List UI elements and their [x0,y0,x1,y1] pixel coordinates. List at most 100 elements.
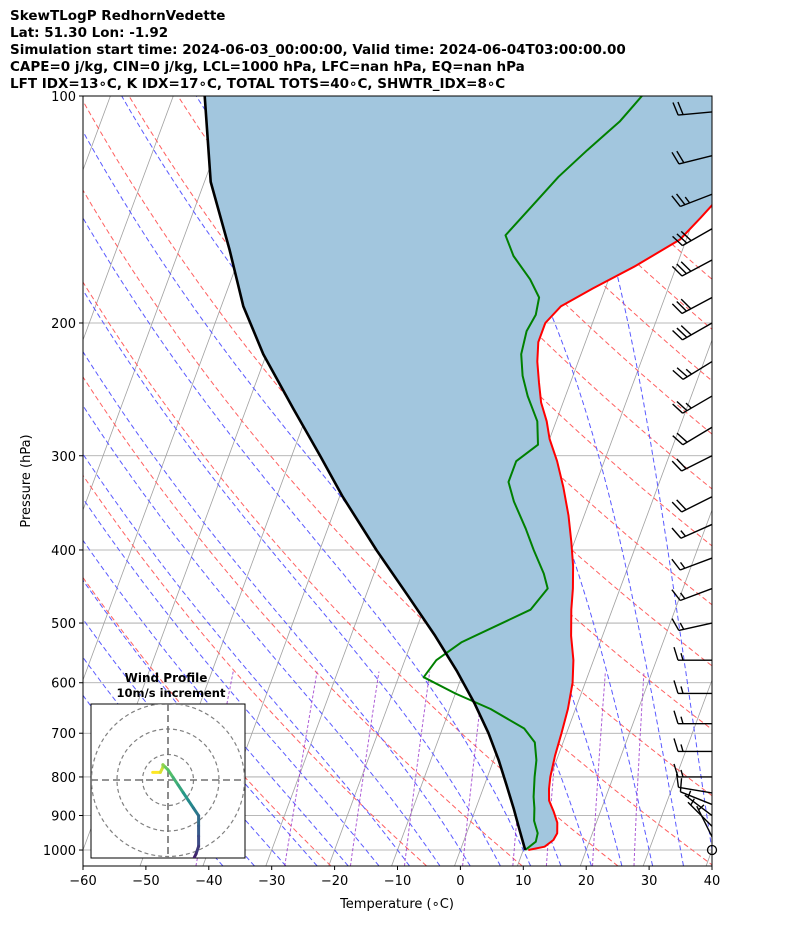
barb-half-flag [690,798,695,806]
location-line: Lat: 51.30 Lon: -1.92 [10,25,169,41]
barb-half-flag [679,622,685,630]
y-tick-label: 100 [51,90,76,105]
x-tick-label: 20 [578,874,595,889]
hodograph-content [91,704,245,858]
barb-staff [680,193,713,208]
barb-flag [677,101,684,115]
barb-flag [673,710,679,724]
barb-staff [678,111,713,116]
axes: −60 −50 −40 −30 −20 −10 0 10 20 30 40 100 200 300 400 5… [43,90,720,889]
barb-flag [676,400,688,412]
barb-flag [680,298,692,310]
wind-barb [684,790,713,817]
barb-flag [680,261,692,272]
wind-barb [671,455,713,472]
isotherm-line [642,678,712,866]
barb-staff [682,322,713,341]
wind-barb [673,738,712,753]
barb-flag [671,303,683,314]
index-line: LFT IDX=13∘C, K IDX=17∘C, TOTAL TOTS=40∘… [10,76,506,92]
barb-flag [672,235,683,247]
barb-half-flag [680,769,684,778]
mixing-ratio-line [462,671,485,866]
hodograph-subtitle: 10m/s increment [117,686,226,700]
barb-staff [681,496,713,513]
barb-staff [681,455,713,472]
cape-line: CAPE=0 j/kg, CIN=0 j/kg, LCL=1000 hPa, L… [10,59,525,75]
isotherm-line [83,96,237,512]
moist-adiabat-line [423,96,684,866]
temperature-line [528,203,712,851]
dry-adiabat-line [372,96,712,435]
wind-barb [671,618,713,632]
wind-barb [671,557,713,571]
barb-flag [676,458,687,470]
moist-adiabat-line [83,289,501,866]
hodograph-inset: Wind Profile 10m/s increment [90,671,246,859]
wind-barb [672,322,713,341]
wind-barb [672,426,713,446]
dry-adiabat-line [83,189,712,866]
barb-flag [671,501,683,513]
barb-staff [678,622,713,632]
barb-staff [681,296,713,315]
barb-half-flag [684,196,691,204]
moist-adiabat-line [83,404,441,866]
barb-flag [672,330,683,341]
moist-adiabat-line [83,497,380,866]
y-axis-label: Pressure (hPa) [19,434,34,527]
dry-adiabat-line [83,376,523,866]
x-tick-label: 40 [704,874,721,889]
dry-adiabat-line [83,474,427,866]
barb-half-flag [685,402,692,409]
mixing-ratio-line [592,671,606,866]
mixing-ratio-line [512,671,532,866]
hodograph-segment [192,806,201,818]
moist-adiabat-line [83,350,471,866]
barb-flag [673,680,679,694]
hodograph-segment [192,852,198,858]
barb-staff [682,426,713,446]
barb-flag [671,589,681,601]
barb-flag [673,646,679,661]
wind-barb [671,523,713,539]
x-tick-label: −20 [321,874,348,889]
isotherm-line [705,848,712,866]
y-tick-label: 900 [51,810,76,825]
barb-flag [676,301,687,312]
barb-staff [696,805,713,837]
barb-flag [671,195,681,207]
barb-half-flag [685,368,693,375]
y-tick-label: 300 [51,450,76,465]
profile-lines [203,96,712,851]
barb-flag [671,265,683,277]
x-tick-label: 10 [515,874,532,889]
barb-staff [680,523,713,539]
barb-staff [682,395,713,414]
barb-flag [671,618,680,631]
wind-barb [671,496,713,513]
barb-flag [679,778,683,792]
barb-flag [676,150,685,164]
mixing-ratio-line [349,671,380,866]
barb-flag [671,151,680,165]
wind-barb [675,773,713,794]
mixing-ratio-line [633,671,645,866]
x-tick-label: −60 [69,874,96,889]
barb-staff [687,801,713,827]
y-tick-label: 400 [51,544,76,559]
moist-adiabat-line [83,656,255,866]
barb-half-flag [680,744,684,752]
barb-flag [676,432,688,443]
chart-title: SkewTLogP RedhornVedette [10,8,226,24]
dewpoint-line [422,96,643,851]
mixing-ratio-line [284,671,318,866]
barb-half-flag [687,790,692,798]
x-tick-label: 30 [641,874,658,889]
barb-flag [672,102,679,116]
x-tick-label: −50 [132,874,159,889]
y-tick-label: 700 [51,727,76,742]
wind-barb [687,798,713,827]
wind-barb [671,150,713,165]
